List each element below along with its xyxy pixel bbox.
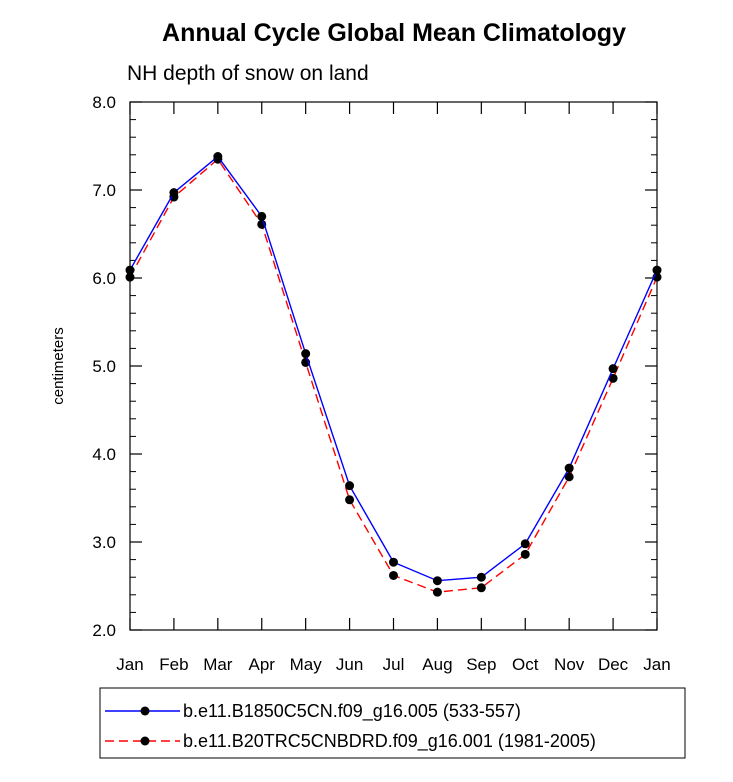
y-tick-label: 4.0	[92, 445, 116, 464]
legend-label-series-1: b.e11.B1850C5CN.f09_g16.005 (533-557)	[183, 701, 521, 722]
data-point-series-1	[257, 211, 267, 221]
data-point-series-1	[301, 349, 311, 359]
x-tick-label: Dec	[598, 655, 629, 674]
y-tick-label: 5.0	[92, 357, 116, 376]
data-point-series-2	[608, 373, 618, 383]
data-point-series-1	[169, 188, 179, 198]
x-tick-label: Oct	[512, 655, 539, 674]
data-point-series-1	[564, 463, 574, 473]
x-tick-label: Jan	[116, 655, 143, 674]
x-tick-label: Mar	[203, 655, 233, 674]
x-tick-label: Jun	[336, 655, 363, 674]
legend: b.e11.B1850C5CN.f09_g16.005 (533-557) b.…	[99, 687, 686, 759]
legend-entries	[105, 706, 180, 746]
x-tick-label: Apr	[249, 655, 276, 674]
data-point-series-2	[432, 587, 442, 597]
x-tick-label: Jan	[643, 655, 670, 674]
data-point-series-1	[432, 576, 442, 586]
data-point-series-2	[389, 570, 398, 580]
x-tick-labels: Jan Feb Mar Apr May Jun Jul Aug Sep Oct Nov Dec Jan	[116, 655, 670, 674]
y-tick-labels: 2.0 3.0 4.0 5.0 6.0 7.0 8.0	[92, 93, 116, 640]
data-point-series-1	[608, 364, 618, 374]
series-line-2	[129, 158, 658, 593]
x-tick-label: Feb	[159, 655, 188, 674]
data-point-series-2	[476, 583, 486, 593]
data-point-series-1	[345, 481, 355, 491]
legend-label-series-2: b.e11.B20TRC5CNBDRD.f09_g16.001 (1981-20…	[183, 731, 596, 752]
chart-title: Annual Cycle Global Mean Climatology	[162, 19, 626, 47]
series-layer	[125, 152, 662, 597]
chart-subtitle: NH depth of snow on land	[127, 62, 369, 85]
x-tick-label: Nov	[554, 655, 585, 674]
x-tick-label: Aug	[422, 655, 452, 674]
plot-frame	[129, 101, 658, 631]
data-point-series-2	[520, 549, 530, 559]
data-point-series-2	[564, 472, 574, 482]
data-point-series-1	[389, 557, 398, 567]
series-line-1	[129, 155, 658, 582]
y-tick-label: 3.0	[92, 533, 116, 552]
axis-ticks	[129, 101, 658, 631]
legend-marker-series-2	[140, 736, 150, 746]
x-tick-label: May	[290, 655, 323, 674]
data-point-series-1	[213, 152, 223, 162]
legend-box	[99, 687, 686, 759]
x-tick-label: Jul	[383, 655, 405, 674]
y-tick-label: 8.0	[92, 93, 116, 112]
data-point-series-1	[520, 539, 530, 549]
y-axis-label: centimeters	[50, 327, 67, 405]
y-tick-label: 2.0	[92, 621, 116, 640]
x-tick-label: Sep	[466, 655, 496, 674]
y-tick-label: 7.0	[92, 181, 116, 200]
y-tick-label: 6.0	[92, 269, 116, 288]
legend-marker-series-1	[140, 706, 150, 716]
data-point-series-1	[476, 572, 486, 582]
data-point-series-2	[345, 495, 355, 505]
